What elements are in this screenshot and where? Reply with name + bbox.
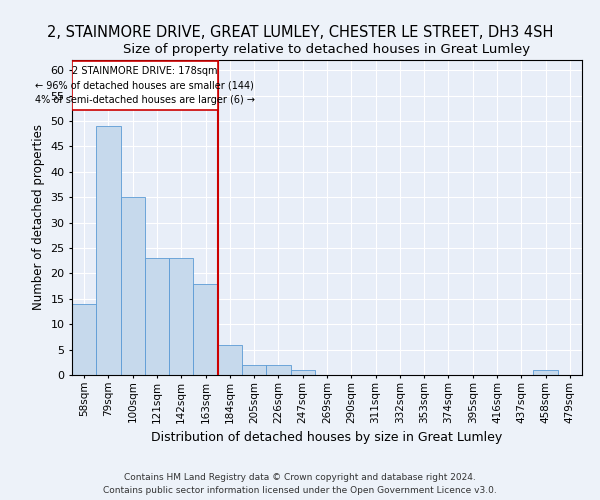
Bar — [169, 258, 193, 375]
X-axis label: Distribution of detached houses by size in Great Lumley: Distribution of detached houses by size … — [151, 431, 503, 444]
Text: 2 STAINMORE DRIVE: 178sqm
← 96% of detached houses are smaller (144)
4% of semi-: 2 STAINMORE DRIVE: 178sqm ← 96% of detac… — [35, 66, 255, 105]
Bar — [96, 126, 121, 375]
Text: Contains HM Land Registry data © Crown copyright and database right 2024.
Contai: Contains HM Land Registry data © Crown c… — [103, 474, 497, 495]
Y-axis label: Number of detached properties: Number of detached properties — [32, 124, 44, 310]
Bar — [533, 370, 558, 375]
Title: Size of property relative to detached houses in Great Lumley: Size of property relative to detached ho… — [124, 43, 530, 56]
Bar — [193, 284, 218, 375]
Bar — [290, 370, 315, 375]
Bar — [218, 344, 242, 375]
Bar — [266, 365, 290, 375]
Bar — [145, 258, 169, 375]
Bar — [121, 197, 145, 375]
Bar — [242, 365, 266, 375]
FancyBboxPatch shape — [72, 61, 218, 110]
Bar — [72, 304, 96, 375]
Text: 2, STAINMORE DRIVE, GREAT LUMLEY, CHESTER LE STREET, DH3 4SH: 2, STAINMORE DRIVE, GREAT LUMLEY, CHESTE… — [47, 25, 553, 40]
